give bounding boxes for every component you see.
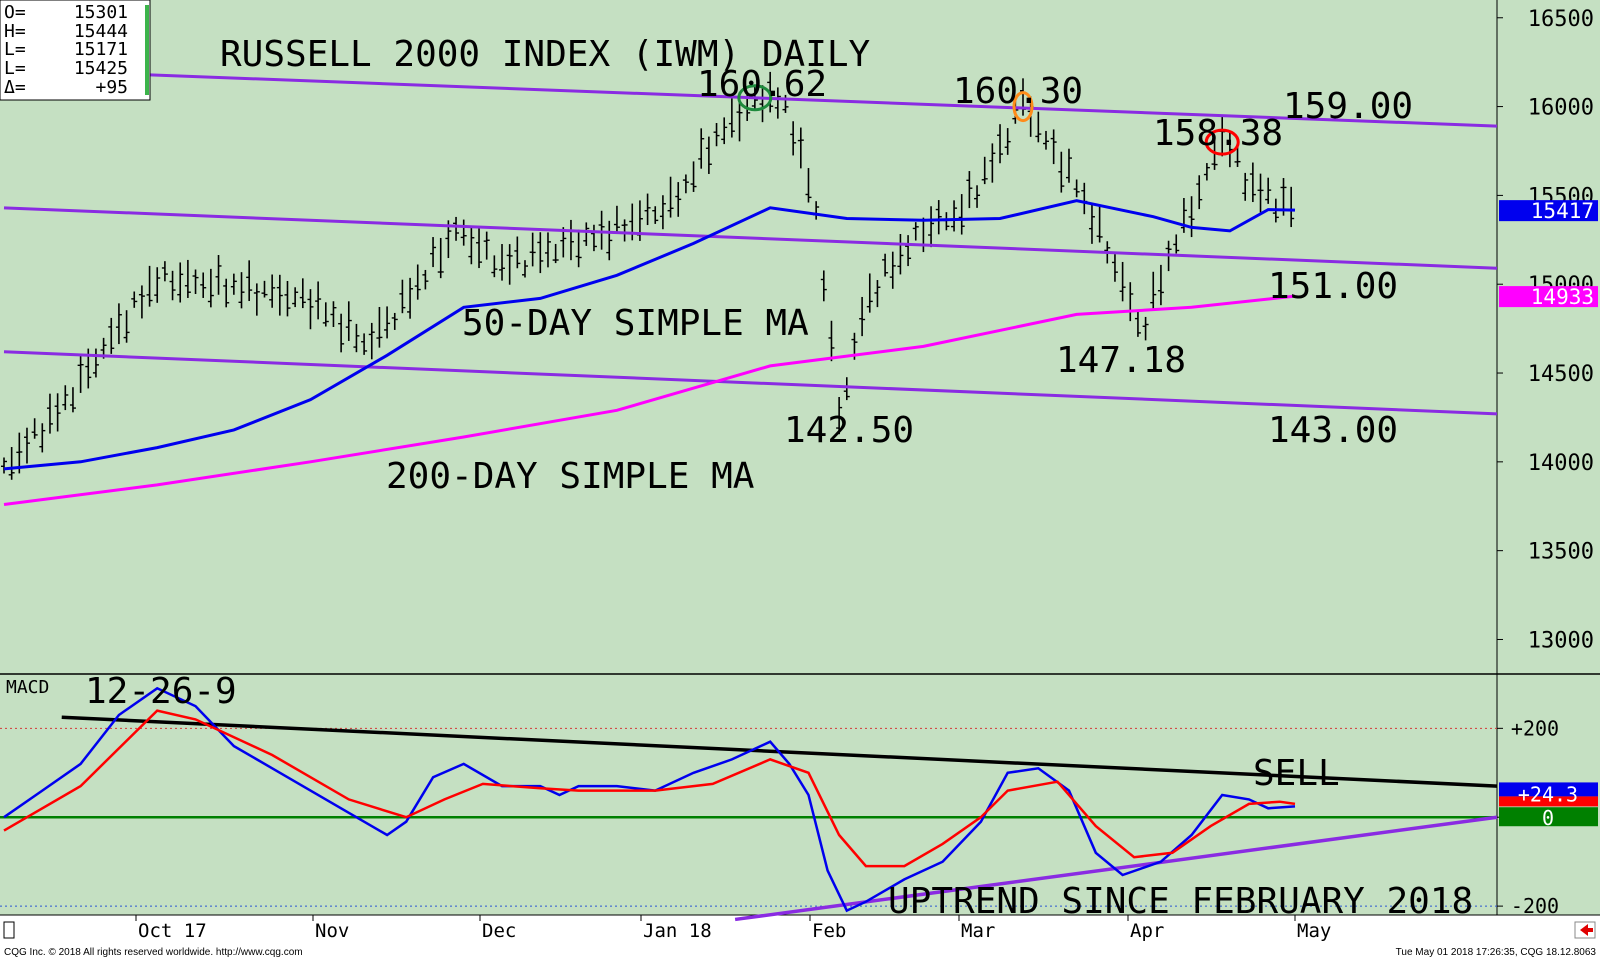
macd-params: 12-26-9	[85, 671, 237, 712]
price-axis-label: 13000	[1528, 628, 1594, 653]
annotation-158-38: 158.38	[1153, 113, 1283, 154]
price-tag-label: 15417	[1531, 199, 1594, 223]
time-axis	[0, 915, 1600, 944]
time-tick-dec: Dec	[482, 920, 516, 942]
macd-panel	[0, 675, 1497, 915]
time-tick-feb: Feb	[812, 920, 846, 942]
price-axis-label: 16500	[1528, 7, 1594, 32]
annotation-160-62: 160.62	[697, 64, 827, 105]
price-trendline-1	[3, 206, 1498, 270]
price-tag-label: 14933	[1531, 285, 1594, 309]
ohlc-value-open: 15301	[74, 2, 128, 23]
scroll-handle[interactable]	[3, 921, 15, 939]
ohlc-label-low: L=	[4, 39, 26, 60]
price-trendline-0	[3, 67, 1498, 128]
footer: CQG Inc. © 2018 All rights reserved worl…	[0, 944, 1600, 961]
scroll-right-icon[interactable]	[1574, 921, 1596, 939]
ohlc-color-bar	[145, 5, 149, 95]
price-axis-label: 16000	[1528, 96, 1594, 121]
macd-signal-tag-bg	[1499, 796, 1598, 807]
price-axis-label: 14000	[1528, 451, 1594, 476]
macd-zero-tag-label: 0	[1542, 806, 1554, 830]
macd-signal-line	[3, 709, 1296, 868]
time-tick-jan-18: Jan 18	[643, 920, 712, 942]
macd-axis-label: +200	[1511, 716, 1559, 740]
time-tick-oct-17: Oct 17	[138, 920, 207, 942]
peak-circle-0	[737, 84, 773, 112]
ohlc-label-open: O=	[4, 2, 26, 23]
macd-zero-tag-bg	[1499, 807, 1598, 827]
peak-circle-1	[1012, 91, 1034, 123]
label-50-day-ma: 50-DAY SIMPLE MA	[462, 303, 809, 344]
timestamp-text: Tue May 01 2018 17:26:35, CQG 18.12.8063	[1395, 947, 1596, 958]
price-trendline-2	[3, 350, 1498, 416]
chart-title: RUSSELL 2000 INDEX (IWM) DAILY	[220, 34, 871, 75]
annotation-160-30: 160.30	[953, 71, 1083, 112]
time-tick-nov: Nov	[315, 920, 349, 942]
ohlc-box: O= 15301 H= 15444 L= 15171 L= 15425 Δ= +…	[0, 0, 151, 101]
peak-circle-2	[1204, 128, 1240, 156]
price-axis-label: 14500	[1528, 362, 1594, 387]
macd-value-tag-label: +24.3	[1518, 782, 1578, 806]
ohlc-value-last: 15425	[74, 58, 128, 79]
ma-200-line	[3, 294, 1296, 506]
macd-title: MACD	[6, 677, 49, 698]
annotation-142-50: 142.50	[784, 410, 914, 451]
price-tag-bg	[1499, 200, 1598, 222]
annotation-uptrend: UPTREND SINCE FEBRUARY 2018	[888, 881, 1473, 922]
ma-50-line	[3, 199, 1296, 471]
ohlc-label-last: L=	[4, 58, 26, 79]
label-200-day-ma: 200-DAY SIMPLE MA	[386, 456, 755, 497]
time-tick-apr: Apr	[1130, 920, 1164, 942]
macd-value-tag-bg	[1499, 782, 1598, 797]
annotation-147-18: 147.18	[1056, 340, 1186, 381]
annotation-sell: SELL	[1253, 753, 1340, 794]
annotation-143-00: 143.00	[1268, 410, 1398, 451]
ohlc-value-low: 15171	[74, 39, 128, 60]
macd-line	[3, 686, 1296, 913]
copyright-text: CQG Inc. © 2018 All rights reserved worl…	[4, 947, 303, 958]
annotation-159-00: 159.00	[1283, 86, 1413, 127]
price-tag-bg	[1499, 286, 1598, 308]
ohlc-label-change: Δ=	[4, 77, 26, 98]
time-tick-may: May	[1297, 920, 1331, 942]
annotation-151-00: 151.00	[1268, 266, 1398, 307]
price-axis-panel	[1497, 0, 1600, 675]
time-axis-labels: Oct 17 Nov Dec Jan 18 Feb Mar Apr May	[135, 915, 1331, 942]
ohlc-value-change: +95	[95, 77, 128, 98]
macd-axis-label: -200	[1511, 894, 1559, 918]
time-tick-mar: Mar	[961, 920, 995, 942]
price-axis-label: 13500	[1528, 540, 1594, 565]
ohlc-value-high: 15444	[74, 21, 128, 42]
ohlc-label-high: H=	[4, 21, 26, 42]
